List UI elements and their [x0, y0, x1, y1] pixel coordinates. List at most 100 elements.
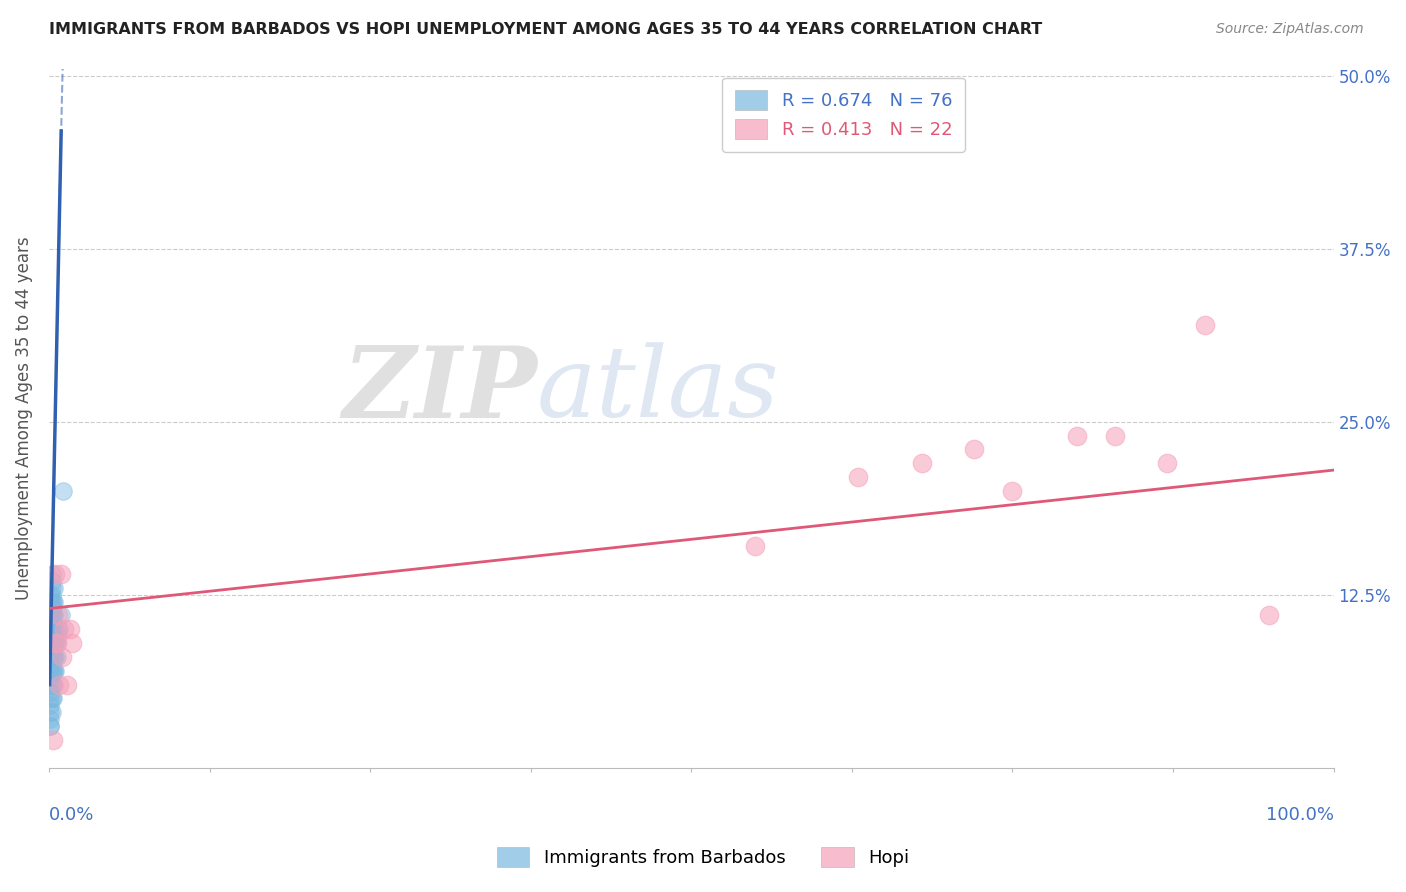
Point	[49, 566, 72, 581]
Point	[52, 483, 75, 498]
Point	[46, 608, 69, 623]
Point	[42, 615, 65, 630]
Point	[42, 691, 65, 706]
Y-axis label: Unemployment Among Ages 35 to 44 years: Unemployment Among Ages 35 to 44 years	[15, 236, 32, 600]
Point	[44, 566, 66, 581]
Point	[42, 733, 65, 747]
Text: atlas: atlas	[537, 343, 780, 438]
Point	[1066, 428, 1088, 442]
Point	[41, 574, 63, 588]
Point	[45, 650, 67, 665]
Point	[42, 636, 65, 650]
Point	[44, 650, 66, 665]
Point	[39, 657, 62, 671]
Point	[42, 594, 65, 608]
Point	[41, 615, 63, 630]
Point	[41, 588, 63, 602]
Point	[42, 664, 65, 678]
Point	[42, 581, 65, 595]
Point	[39, 636, 62, 650]
Point	[1001, 483, 1024, 498]
Point	[42, 608, 65, 623]
Point	[39, 615, 62, 630]
Point	[41, 664, 63, 678]
Point	[42, 622, 65, 636]
Point	[45, 636, 67, 650]
Point	[39, 594, 62, 608]
Point	[41, 643, 63, 657]
Point	[1194, 318, 1216, 332]
Point	[911, 456, 934, 470]
Point	[39, 678, 62, 692]
Point	[44, 622, 66, 636]
Point	[39, 622, 62, 636]
Point	[39, 691, 62, 706]
Point	[44, 664, 66, 678]
Point	[41, 691, 63, 706]
Point	[41, 636, 63, 650]
Point	[39, 643, 62, 657]
Point	[42, 664, 65, 678]
Point	[41, 678, 63, 692]
Point	[42, 678, 65, 692]
Point	[42, 601, 65, 615]
Point	[39, 608, 62, 623]
Point	[44, 636, 66, 650]
Point	[39, 664, 62, 678]
Point	[41, 601, 63, 615]
Point	[42, 650, 65, 665]
Point	[46, 622, 69, 636]
Point	[49, 608, 72, 623]
Point	[39, 594, 62, 608]
Point	[39, 601, 62, 615]
Point	[41, 650, 63, 665]
Point	[42, 608, 65, 623]
Point	[41, 608, 63, 623]
Text: 100.0%: 100.0%	[1265, 806, 1333, 824]
Point	[963, 442, 986, 457]
Point	[42, 636, 65, 650]
Point	[39, 608, 62, 623]
Point	[39, 706, 62, 720]
Text: ZIP: ZIP	[342, 342, 537, 439]
Point	[39, 684, 62, 698]
Point	[39, 615, 62, 630]
Point	[846, 470, 869, 484]
Point	[42, 650, 65, 665]
Legend: Immigrants from Barbados, Hopi: Immigrants from Barbados, Hopi	[489, 839, 917, 874]
Point	[56, 678, 79, 692]
Point	[39, 719, 62, 733]
Point	[39, 608, 62, 623]
Point	[41, 566, 63, 581]
Point	[51, 650, 73, 665]
Point	[39, 622, 62, 636]
Point	[58, 622, 80, 636]
Point	[42, 678, 65, 692]
Point	[39, 629, 62, 643]
Point	[39, 671, 62, 685]
Point	[1156, 456, 1178, 470]
Point	[53, 622, 76, 636]
Text: Source: ZipAtlas.com: Source: ZipAtlas.com	[1216, 22, 1364, 37]
Point	[41, 622, 63, 636]
Point	[39, 712, 62, 726]
Point	[1258, 608, 1281, 623]
Point	[39, 588, 62, 602]
Point	[48, 622, 70, 636]
Point	[41, 629, 63, 643]
Point	[45, 636, 67, 650]
Point	[39, 698, 62, 713]
Point	[42, 622, 65, 636]
Text: 0.0%: 0.0%	[49, 806, 94, 824]
Text: IMMIGRANTS FROM BARBADOS VS HOPI UNEMPLOYMENT AMONG AGES 35 TO 44 YEARS CORRELAT: IMMIGRANTS FROM BARBADOS VS HOPI UNEMPLO…	[49, 22, 1042, 37]
Point	[39, 622, 62, 636]
Legend: R = 0.674   N = 76, R = 0.413   N = 22: R = 0.674 N = 76, R = 0.413 N = 22	[721, 78, 965, 152]
Point	[46, 629, 69, 643]
Point	[744, 539, 766, 553]
Point	[60, 636, 83, 650]
Point	[39, 650, 62, 665]
Point	[39, 636, 62, 650]
Point	[41, 581, 63, 595]
Point	[1104, 428, 1126, 442]
Point	[39, 601, 62, 615]
